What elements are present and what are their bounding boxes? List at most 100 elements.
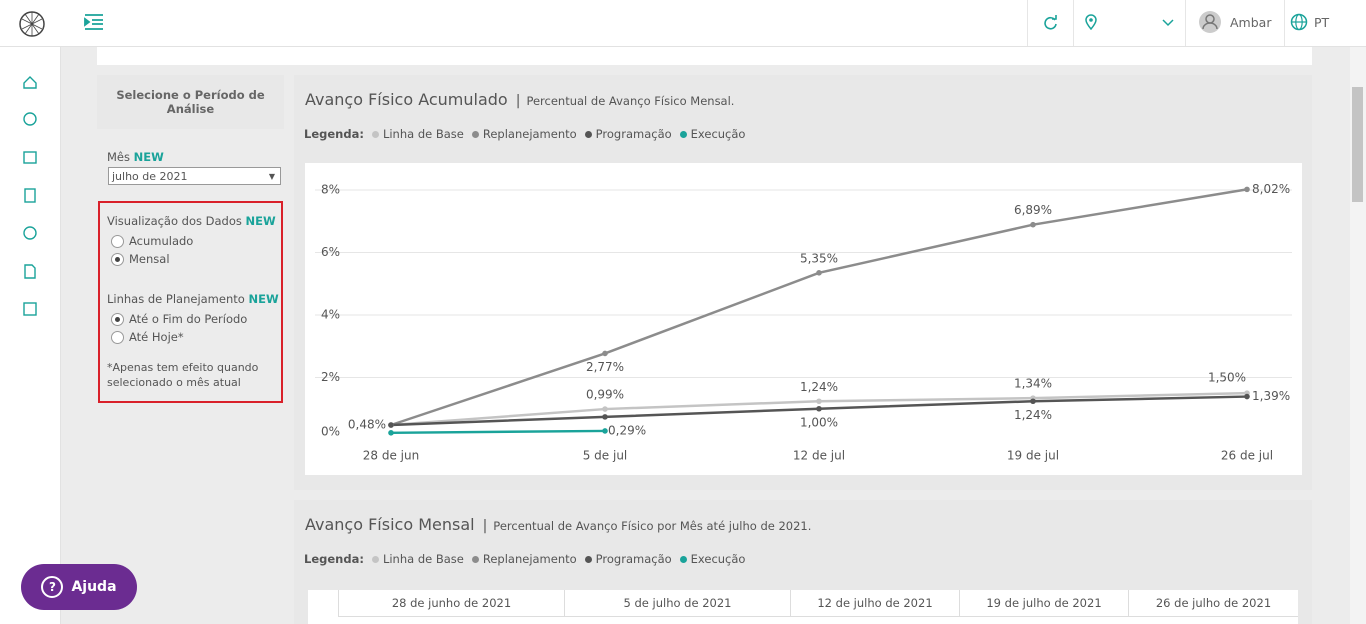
legend-item[interactable]: Programação (584, 552, 672, 566)
radio-option[interactable]: Até Hoje* (111, 328, 247, 346)
new-badge: NEW (248, 292, 279, 306)
legend-text: Execução (690, 127, 746, 141)
data-label: 1,24% (800, 380, 838, 394)
view-label: Visualização dos Dados NEW (107, 214, 276, 228)
month-select[interactable]: julho de 2021 ▼ (108, 167, 281, 185)
document-icon[interactable] (24, 264, 36, 279)
sidebar-icons (23, 76, 37, 316)
x-tick-label: 12 de jul (793, 449, 845, 463)
planning-options: Até o Fim do Período Até Hoje* (111, 310, 247, 346)
radio-label: Até Hoje* (129, 330, 184, 344)
y-tick-label: 0% (321, 425, 340, 439)
help-button[interactable]: ? Ajuda (21, 564, 137, 610)
legend-item[interactable]: Linha de Base (371, 127, 464, 141)
data-point (816, 405, 822, 412)
y-tick-label: 2% (321, 370, 340, 384)
note: *Apenas tem efeito quando selecionado o … (107, 361, 259, 389)
data-label: 6,89% (1014, 203, 1052, 217)
highlight-box (98, 201, 283, 403)
avatar[interactable] (1198, 10, 1222, 34)
data-label: 0,99% (586, 388, 624, 402)
legend-item[interactable]: Replanejamento (471, 552, 577, 566)
menu-toggle[interactable] (84, 13, 104, 31)
legend-swatch (371, 555, 379, 563)
scrollbar[interactable] (1350, 47, 1366, 624)
chart-heading: Avanço Físico Acumulado | Percentual de … (305, 90, 735, 109)
cost-icon[interactable] (23, 226, 37, 240)
top-strip (97, 47, 1312, 65)
monthly-heading: Avanço Físico Mensal | Percentual de Ava… (305, 515, 812, 534)
y-tick-label: 8% (321, 183, 340, 197)
chart-subtitle: Percentual de Avanço Físico Mensal. (526, 94, 735, 108)
legend: Legenda: Linha de Base Replanejamento Progr… (304, 552, 745, 566)
legend-item[interactable]: Execução (679, 127, 746, 141)
y-tick-label: 4% (321, 308, 340, 322)
legend-label: Legenda: (304, 127, 364, 141)
report-icon[interactable] (24, 188, 36, 203)
data-point (1244, 186, 1250, 193)
legend-text: Programação (595, 552, 672, 566)
radio-option[interactable]: Mensal (111, 250, 193, 268)
data-label: 0,29% (608, 423, 646, 437)
legend-item[interactable]: Execução (679, 552, 746, 566)
calendar-icon[interactable] (23, 151, 37, 164)
radio-option[interactable]: Até o Fim do Período (111, 310, 247, 328)
data-point (1244, 393, 1250, 400)
legend: Legenda: Linha de Base Replanejamento Progr… (304, 127, 745, 141)
label: Mês (107, 150, 130, 164)
dropdown-chevron[interactable] (1162, 18, 1174, 28)
radio-label: Acumulado (129, 234, 194, 248)
legend-label: Legenda: (304, 552, 364, 566)
sidebar (0, 47, 61, 624)
filter-title: Selecione o Período de Análise (97, 75, 284, 129)
radio-circle[interactable] (111, 252, 124, 266)
legend-swatch (471, 130, 479, 138)
data-point (1030, 398, 1036, 405)
legend-swatch (371, 130, 379, 138)
legend-item[interactable]: Linha de Base (371, 552, 464, 566)
data-label: 1,24% (1014, 408, 1052, 422)
legend-text: Programação (595, 127, 672, 141)
edit-icon[interactable] (23, 302, 37, 316)
data-point (388, 430, 394, 436)
data-point (602, 350, 608, 357)
header: Ambar PT (0, 0, 1366, 47)
data-label: 2,77% (586, 360, 624, 374)
y-tick-label: 6% (321, 245, 340, 259)
legend-swatch (679, 130, 687, 138)
home-icon[interactable] (23, 76, 37, 89)
language[interactable]: PT (1314, 15, 1330, 30)
radio-option[interactable]: Acumulado (111, 232, 193, 250)
radio-circle[interactable] (111, 234, 124, 248)
monthly-table: 28 de junho de 2021 5 de julho de 2021 12 … (308, 590, 1298, 624)
radio-circle[interactable] (111, 330, 124, 344)
data-point (816, 270, 822, 276)
globe-icon[interactable] (1290, 13, 1308, 31)
dashboard-icon[interactable] (23, 112, 37, 126)
column-header: 19 de julho de 2021 (959, 590, 1128, 617)
location-icon[interactable] (1084, 14, 1098, 30)
legend-text: Linha de Base (382, 552, 464, 566)
user-name[interactable]: Ambar (1230, 15, 1272, 30)
data-label: 0,48% (348, 418, 386, 432)
legend-item[interactable]: Programação (584, 127, 672, 141)
refresh-icon[interactable] (1043, 15, 1058, 30)
legend-item[interactable]: Replanejamento (471, 127, 577, 141)
x-tick-label: 26 de jul (1221, 449, 1273, 463)
data-label: 1,00% (800, 415, 838, 429)
new-badge: NEW (245, 214, 276, 228)
logo[interactable] (17, 9, 47, 39)
label: Visualização dos Dados (107, 214, 242, 228)
x-tick-label: 5 de jul (583, 449, 628, 463)
data-point (602, 406, 608, 412)
x-tick-label: 19 de jul (1007, 449, 1059, 463)
legend-swatch (584, 130, 592, 138)
legend-text: Replanejamento (482, 552, 577, 566)
column-header: 26 de julho de 2021 (1128, 590, 1298, 617)
help-label: Ajuda (71, 579, 117, 595)
legend-text: Execução (690, 552, 746, 566)
radio-circle[interactable] (111, 312, 124, 326)
legend-swatch (471, 555, 479, 563)
data-point (1030, 221, 1036, 228)
